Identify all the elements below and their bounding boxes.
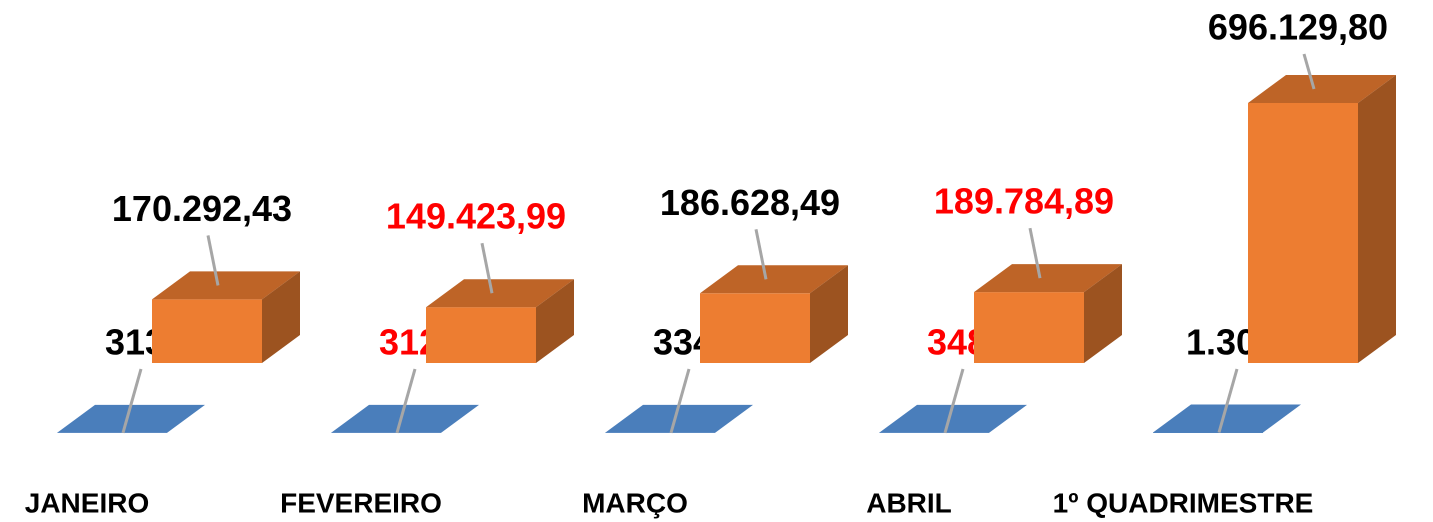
x-tick-label: FEVEREIRO [280,487,442,518]
leader-line [1217,368,1239,433]
data-label: 170.292,43 [112,188,292,229]
bar-front [700,293,810,363]
x-tick-label: JANEIRO [25,487,149,518]
bar-top [426,279,574,308]
leader-line [1302,53,1316,90]
leader-line [754,229,768,280]
leader-line [943,368,965,434]
leader-line [395,368,417,434]
bar-side [1358,75,1396,363]
bar-top [974,264,1122,293]
bar-side [536,279,574,363]
bar-side [1084,264,1122,363]
x-tick-label: MARÇO [582,487,688,518]
bar-top [700,265,848,294]
leader-line [121,368,143,434]
data-label: 186.628,49 [660,182,840,223]
bar-top [152,271,300,300]
bar-front [152,299,262,363]
leader-line [1028,227,1042,279]
bar-top [605,404,753,433]
bar-front [1248,103,1358,363]
bar-front [426,307,536,363]
bar-top [57,404,205,433]
bar-top [879,404,1027,433]
bar-top [331,404,479,433]
bar-front [974,292,1084,363]
x-tick-label: ABRIL [866,487,952,518]
leader-line [669,368,691,434]
leader-line [480,242,494,294]
leader-line [206,235,220,286]
data-label: 189.784,89 [934,181,1114,222]
data-label: 696.129,80 [1208,7,1388,48]
bar-side [262,271,300,363]
bar-top [1248,75,1396,103]
bar-side [810,265,848,363]
data-label: 149.423,99 [386,196,566,237]
bar-top [1153,404,1301,433]
x-tick-label: 1º QUADRIMESTRE [1053,487,1314,518]
